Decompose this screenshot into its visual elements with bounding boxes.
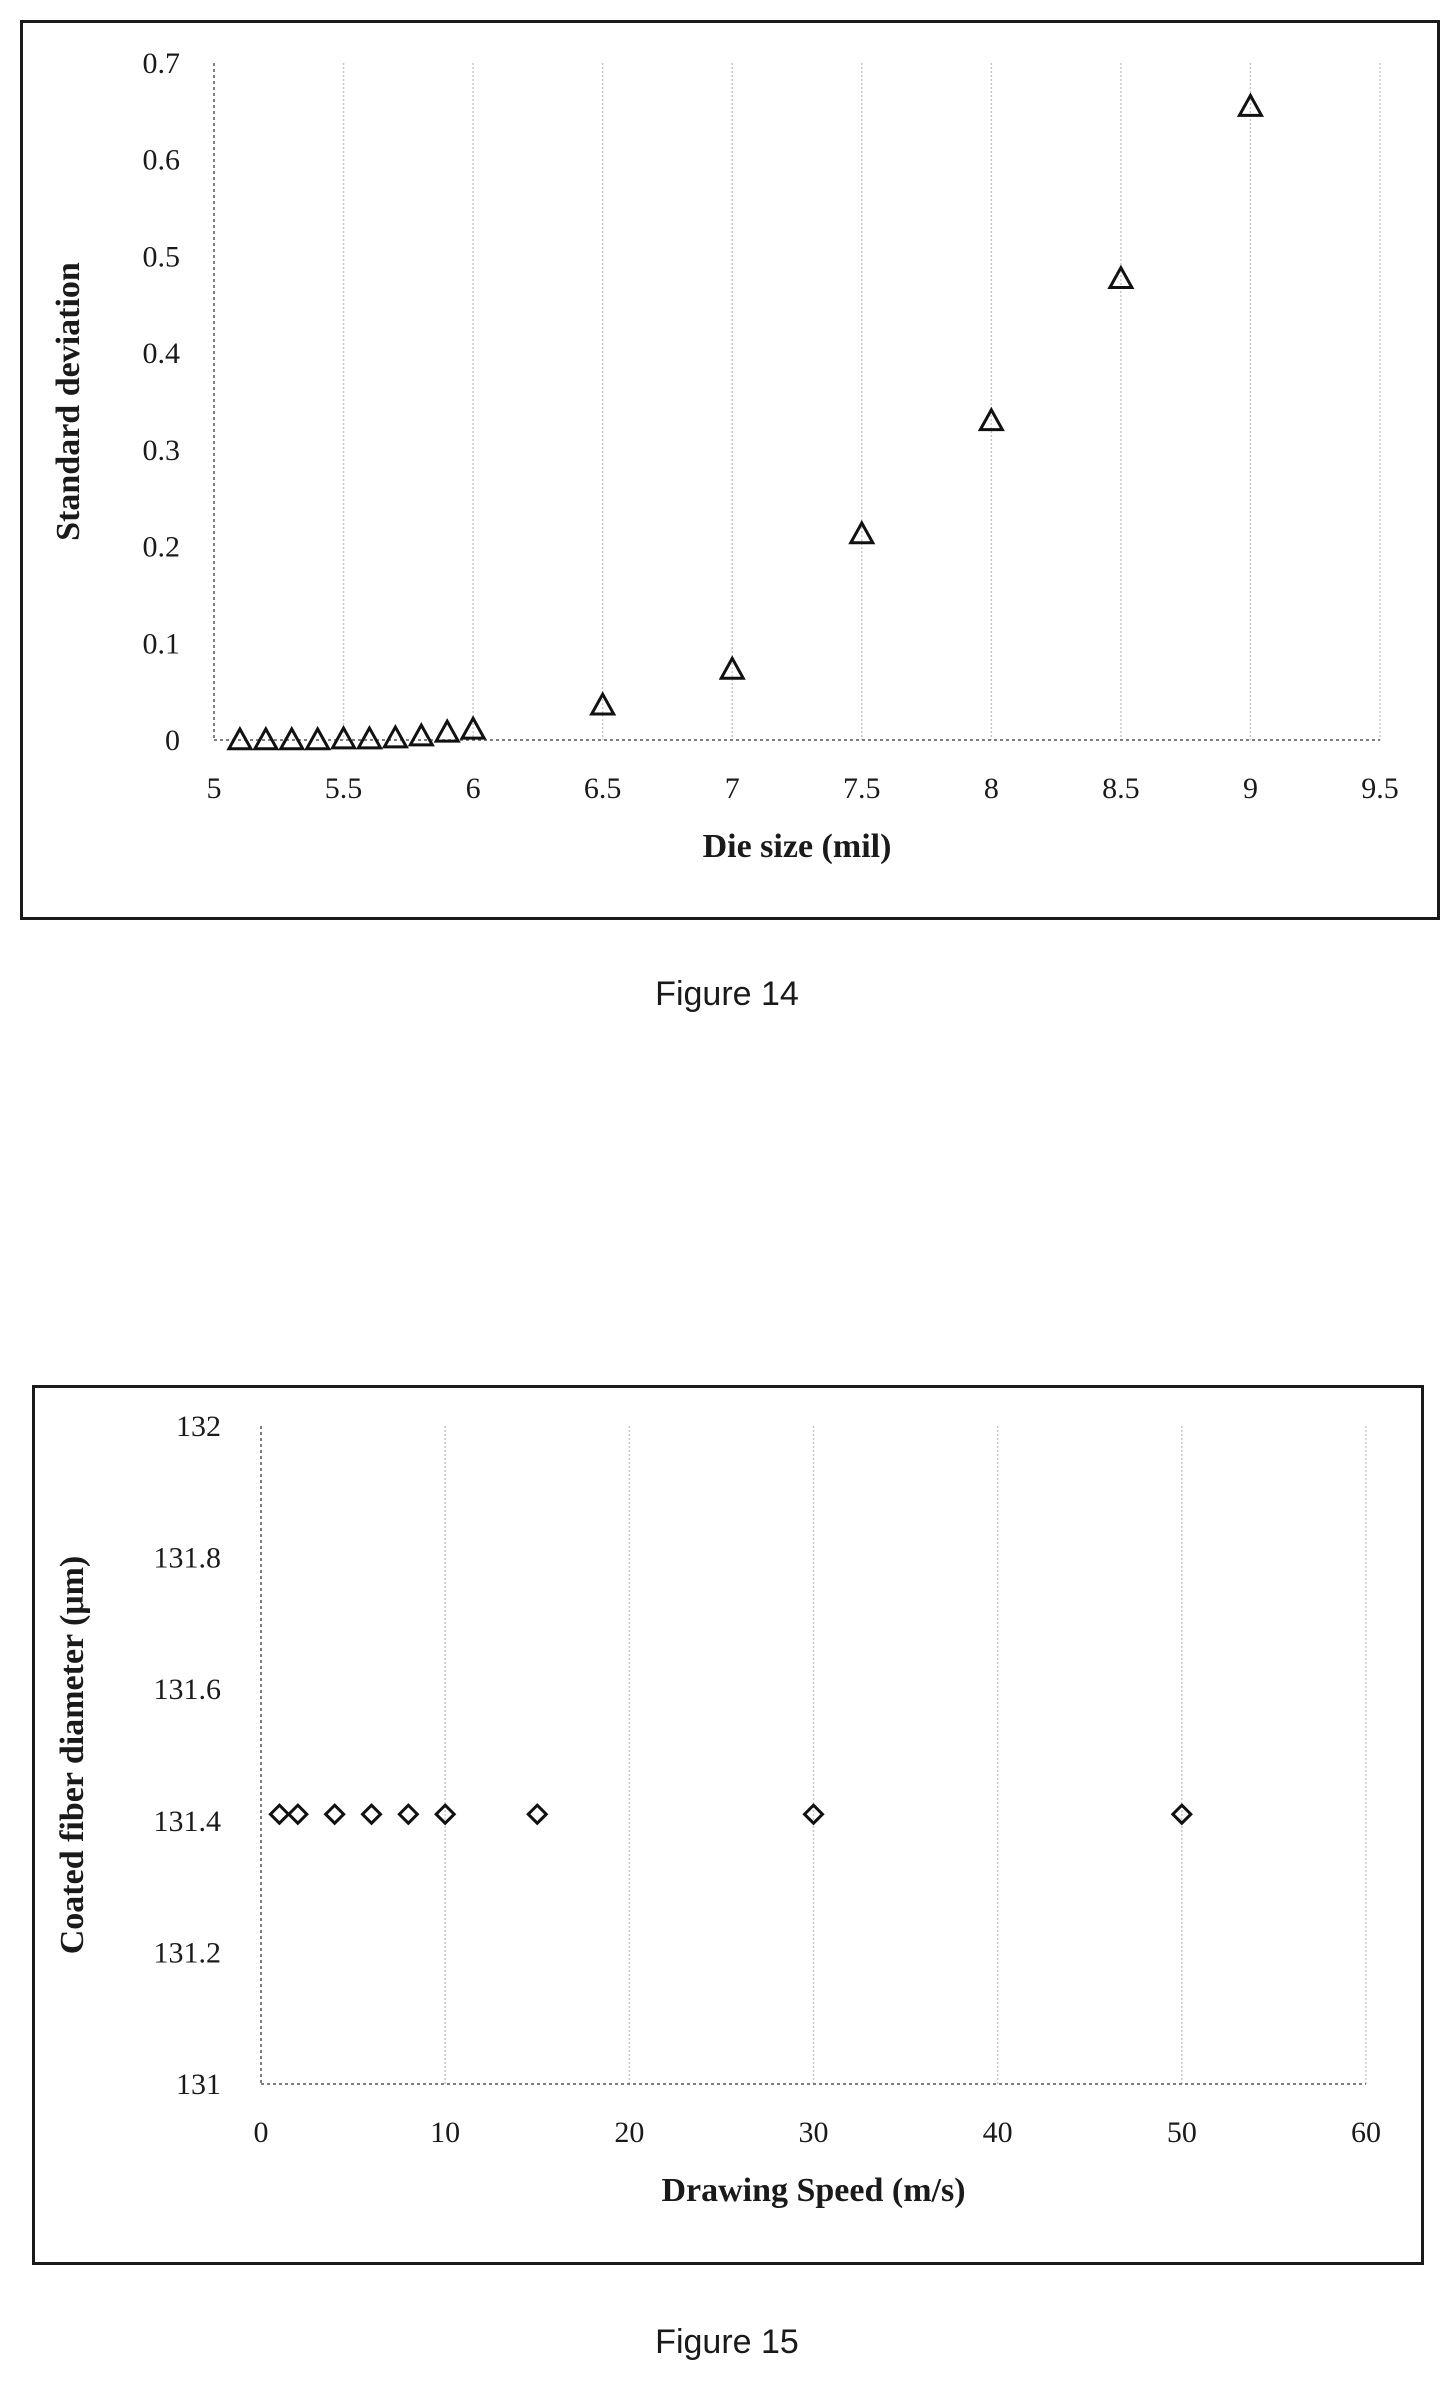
data-point-triangle xyxy=(226,725,254,751)
data-point-diamond xyxy=(802,1803,825,1826)
data-point-triangle xyxy=(718,655,746,680)
data-point-triangle xyxy=(1236,92,1264,117)
y-tick-label: 131.8 xyxy=(154,1542,222,1575)
y-tick-label: 0.3 xyxy=(143,434,181,467)
data-point-triangle xyxy=(330,724,358,750)
x-tick-label: 6 xyxy=(466,772,481,805)
data-point-diamond xyxy=(397,1803,420,1826)
y-tick-label: 0.6 xyxy=(143,144,181,177)
x-tick-label: 40 xyxy=(983,2116,1013,2149)
x-tick-label: 5.5 xyxy=(325,772,363,805)
data-point-triangle xyxy=(459,715,487,740)
figure-14-caption: Figure 14 xyxy=(655,975,799,1013)
data-point-triangle xyxy=(381,723,409,749)
y-tick-label: 0 xyxy=(165,724,180,757)
x-tick-label: 7.5 xyxy=(843,772,881,805)
chart-die-size: 5 5.5 6 6.5 7 7.5 8 8.5 9 9.5 0 0.1 0.2 0.3 0.4 0.5 0.6 0… xyxy=(50,47,1399,865)
x-tick-label: 5 xyxy=(207,772,222,805)
y-tick-label: 0.7 xyxy=(143,47,181,80)
data-point-diamond xyxy=(268,1803,291,1826)
data-point-triangle xyxy=(433,718,461,743)
data-point-diamond xyxy=(1170,1803,1193,1826)
y-tick-label: 0.2 xyxy=(143,531,181,564)
y-axis-title: Coated fiber diameter (μm) xyxy=(54,1556,91,1955)
data-point-diamond xyxy=(360,1803,383,1826)
x-tick-label: 60 xyxy=(1351,2116,1381,2149)
x-tick-label: 30 xyxy=(799,2116,829,2149)
y-tick-label: 132 xyxy=(176,1410,221,1443)
y-axis-title: Standard deviation xyxy=(50,262,87,541)
data-point-diamond xyxy=(526,1803,549,1826)
x-tick-label: 6.5 xyxy=(584,772,622,805)
x-tick-label: 7 xyxy=(725,772,740,805)
data-point-triangle xyxy=(848,519,876,545)
data-point-triangle xyxy=(252,725,280,751)
y-tick-label: 0.5 xyxy=(143,240,181,273)
x-tick-label: 9.5 xyxy=(1361,772,1399,805)
data-point-diamond xyxy=(434,1803,457,1826)
x-tick-label: 20 xyxy=(614,2116,644,2149)
y-tick-label: 131.2 xyxy=(154,1936,222,1969)
data-point-triangle xyxy=(304,725,332,751)
x-tick-label: 50 xyxy=(1167,2116,1197,2149)
figure-15-caption: Figure 15 xyxy=(655,2323,799,2361)
y-tick-label: 131 xyxy=(176,2068,221,2101)
data-point-triangle xyxy=(278,725,306,751)
x-tick-label: 8.5 xyxy=(1102,772,1140,805)
y-tick-label: 0.4 xyxy=(143,337,181,370)
chart-drawing-speed-frame: 0 10 20 30 40 50 60 131 131.2 131.4 131.6 131.8 132 D… xyxy=(32,1385,1424,2265)
x-tick-label: 8 xyxy=(984,772,999,805)
x-tick-label: 10 xyxy=(430,2116,460,2149)
x-axis-title: Die size (mil) xyxy=(703,828,892,865)
data-point-triangle xyxy=(1107,264,1135,289)
y-tick-label: 131.6 xyxy=(154,1673,222,1706)
data-point-triangle xyxy=(355,724,384,750)
chart-drawing-speed: 0 10 20 30 40 50 60 131 131.2 131.4 131.6 131.8 132 D… xyxy=(54,1410,1381,2209)
chart-die-size-frame: 5 5.5 6 6.5 7 7.5 8 8.5 9 9.5 0 0.1 0.2 0.3 0.4 0.5 0.6 0… xyxy=(20,20,1440,920)
y-tick-label: 131.4 xyxy=(154,1805,222,1838)
data-point-triangle xyxy=(977,406,1005,432)
data-point-diamond xyxy=(286,1803,309,1826)
x-tick-label: 0 xyxy=(254,2116,269,2149)
data-point-diamond xyxy=(323,1803,346,1826)
y-tick-label: 0.1 xyxy=(143,627,181,660)
data-point-triangle xyxy=(407,722,435,747)
data-point-triangle xyxy=(589,691,617,716)
x-tick-label: 9 xyxy=(1243,772,1258,805)
x-axis-title: Drawing Speed (m/s) xyxy=(661,2172,965,2209)
